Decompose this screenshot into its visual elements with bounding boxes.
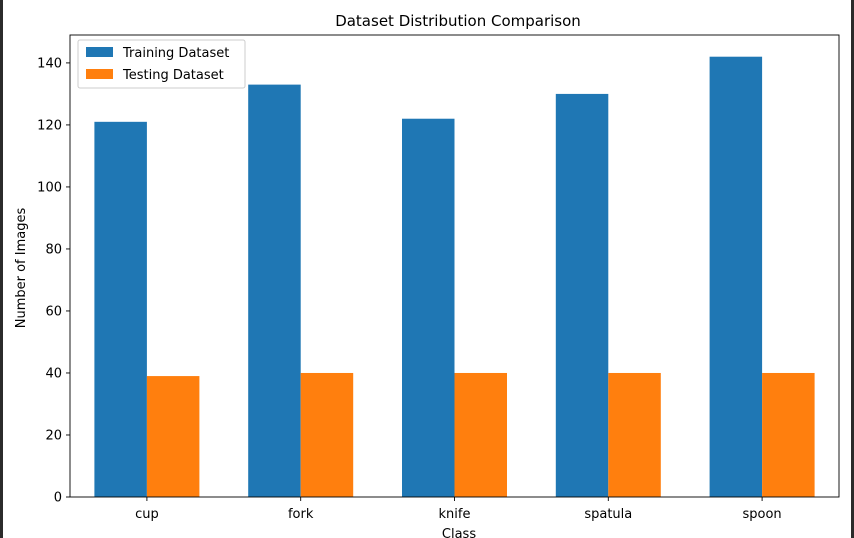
bar-training-spoon [709, 56, 763, 497]
legend-label-training: Training Dataset [122, 46, 229, 61]
y-tick-label: 140 [37, 56, 62, 71]
bars-layer [94, 56, 815, 498]
y-tick-label: 60 [45, 304, 62, 319]
legend-box [77, 39, 246, 89]
legend-label-testing: Testing Dataset [122, 68, 224, 83]
x-tick-label: spatula [584, 507, 632, 522]
x-axis-label: Class [442, 527, 476, 538]
y-axis-label: Number of Images [14, 208, 29, 329]
bar-training-knife [402, 118, 455, 497]
chart-title: Dataset Distribution Comparison [335, 12, 581, 30]
x-tick-label: cup [135, 507, 159, 522]
y-tick-label: 40 [45, 366, 62, 381]
x-tick-label: knife [439, 507, 471, 522]
y-tick-label: 0 [54, 491, 62, 506]
legend-swatch-training [86, 47, 113, 57]
chart-canvas: Dataset Distribution Comparison Number o… [14, 12, 840, 538]
y-tick-label: 80 [45, 242, 62, 257]
bar-testing-cup [146, 376, 200, 497]
bar-training-fork [248, 84, 301, 497]
y-tick-label: 100 [37, 180, 62, 195]
legend: Training Dataset Testing Dataset [77, 39, 246, 89]
bar-testing-spatula [608, 372, 661, 497]
x-tick-label: spoon [743, 507, 782, 522]
bar-testing-knife [454, 372, 507, 497]
x-tick-label: fork [288, 507, 314, 522]
axes-layer: 0 20 40 60 80 100 120 140 cup fork knife spatula spo… [37, 34, 840, 522]
bar-testing-fork [300, 372, 354, 497]
bar-training-spatula [555, 93, 609, 497]
y-tick-label: 20 [45, 428, 62, 443]
y-tick-label: 120 [37, 118, 62, 133]
legend-swatch-testing [86, 69, 113, 79]
bar-testing-spoon [762, 372, 815, 497]
chart-figure: Dataset Distribution Comparison Number o… [3, 0, 851, 538]
bar-training-cup [94, 121, 147, 498]
